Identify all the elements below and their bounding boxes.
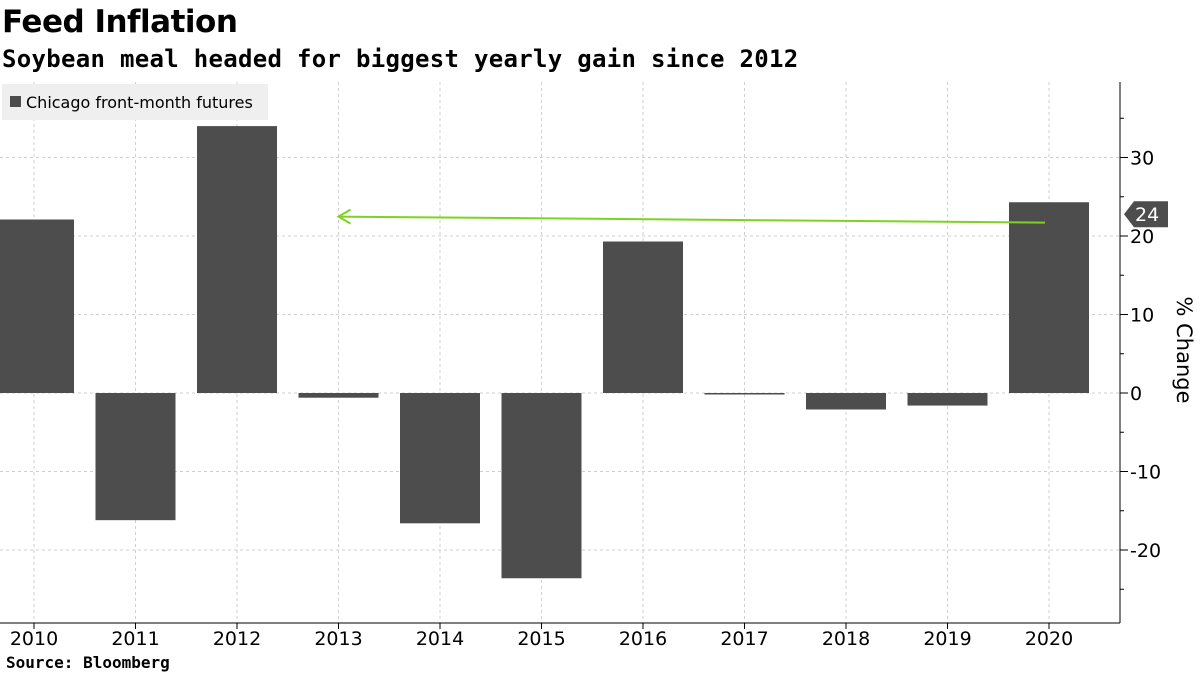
x-tick-label: 2016 [619, 628, 667, 650]
last-value-marker [1124, 201, 1168, 228]
legend: Chicago front-month futures [2, 84, 268, 120]
bar-2019 [907, 393, 988, 406]
x-tick-label: 2012 [213, 628, 261, 650]
legend-label: Chicago front-month futures [26, 93, 253, 112]
bar-2015 [501, 393, 582, 579]
x-tick-label: 2011 [111, 628, 159, 650]
x-tick-label: 2018 [822, 628, 870, 650]
y-tick-label: 0 [1130, 383, 1142, 405]
bar-2012 [197, 126, 277, 393]
bar-2020 [1009, 202, 1089, 393]
legend-background [2, 84, 268, 120]
y-tick-label: 10 [1130, 305, 1154, 327]
x-tick-label: 2015 [517, 628, 565, 650]
last-value-label: 24 [1135, 204, 1159, 226]
bar-2016 [603, 241, 683, 393]
arrow-annotation [336, 208, 1046, 225]
bar-2013 [298, 393, 379, 398]
y-axis-label: % Change [1172, 296, 1196, 403]
y-tick-label: -10 [1130, 462, 1161, 484]
x-tick-label: 2020 [1025, 628, 1073, 650]
source-note: Source: Bloomberg [6, 653, 170, 672]
bar-2018 [806, 393, 886, 410]
x-tick-label: 2014 [416, 628, 464, 650]
chart-title: Feed Inflation [2, 4, 238, 40]
bar-2011 [95, 393, 176, 521]
arrow-line [338, 215, 1046, 224]
x-tick-label: 2013 [314, 628, 362, 650]
bar-2010 [0, 219, 74, 393]
y-ticks: -20 -10 0 10 20 30 [1120, 117, 1161, 590]
y-tick-label: 20 [1130, 226, 1154, 248]
last-value-callout: 24 [1124, 201, 1168, 228]
x-tick-label: 2017 [720, 628, 768, 650]
chart-subtitle: Soybean meal headed for biggest yearly g… [2, 45, 799, 73]
bar-2014 [400, 393, 480, 524]
bars [0, 126, 1089, 579]
legend-swatch [10, 96, 21, 107]
x-tick-label: 2019 [923, 628, 971, 650]
x-ticks: 2010 2011 2012 2013 2014 2015 2016 2017 2018 2019… [10, 623, 1073, 650]
bar-2017 [704, 393, 785, 395]
arrow-head [336, 208, 352, 225]
y-tick-label: 30 [1130, 148, 1154, 170]
y-tick-label: -20 [1130, 540, 1161, 562]
x-tick-label: 2010 [10, 628, 58, 650]
axes [0, 82, 1121, 624]
